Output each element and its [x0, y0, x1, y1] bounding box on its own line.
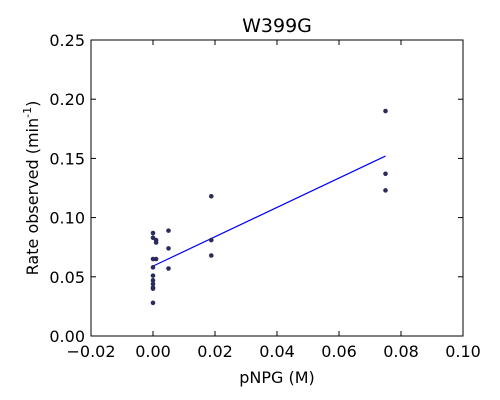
data-point — [166, 266, 171, 271]
y-tick-label: 0.05 — [49, 268, 85, 287]
data-point — [150, 265, 156, 270]
data-point — [208, 193, 214, 199]
data-point — [150, 281, 156, 287]
x-tick-label: 0.02 — [197, 342, 233, 361]
y-axis-ticks: 0.00 0.05 0.10 0.15 0.20 0.25 — [49, 31, 463, 346]
y-tick-label: 0.10 — [49, 209, 85, 228]
x-tick-label: 0.00 — [135, 342, 171, 361]
data-points — [150, 108, 388, 306]
data-point — [153, 240, 159, 245]
y-tick-label: 0.25 — [49, 31, 85, 50]
y-tick-label: 0.15 — [49, 149, 85, 168]
data-point — [166, 228, 171, 233]
data-point — [153, 256, 159, 262]
chart-title: W399G — [242, 15, 312, 37]
y-axis-label-superscript: -1 — [21, 107, 34, 118]
data-point — [383, 188, 388, 193]
fit-line — [152, 155, 386, 267]
y-tick-label: 0.00 — [49, 327, 85, 346]
x-axis-label: pNPG (M) — [239, 368, 315, 387]
data-point — [150, 273, 156, 278]
data-point — [150, 286, 156, 291]
y-tick-label: 0.20 — [49, 90, 85, 109]
data-point — [383, 171, 388, 177]
y-axis-label-prefix: Rate observed (min — [23, 118, 42, 275]
data-point — [208, 237, 214, 243]
data-point — [166, 246, 171, 251]
x-tick-label: 0.04 — [259, 342, 295, 361]
y-axis-label-suffix: ) — [23, 101, 42, 107]
y-axis-label: Rate observed (min-1) — [21, 101, 42, 276]
plot-frame — [90, 39, 464, 337]
x-tick-label: 0.08 — [383, 342, 419, 361]
data-point — [150, 278, 156, 283]
data-point — [383, 108, 388, 114]
x-tick-label: −0.02 — [66, 342, 115, 361]
data-point — [150, 300, 156, 306]
x-tick-label: 0.06 — [321, 342, 357, 361]
x-axis-ticks: −0.02 0.00 0.02 0.04 0.06 0.08 0.10 — [66, 40, 481, 361]
data-point — [150, 230, 156, 236]
fit-line-group — [152, 155, 386, 267]
data-point — [208, 253, 214, 258]
x-tick-label: 0.10 — [445, 342, 481, 361]
